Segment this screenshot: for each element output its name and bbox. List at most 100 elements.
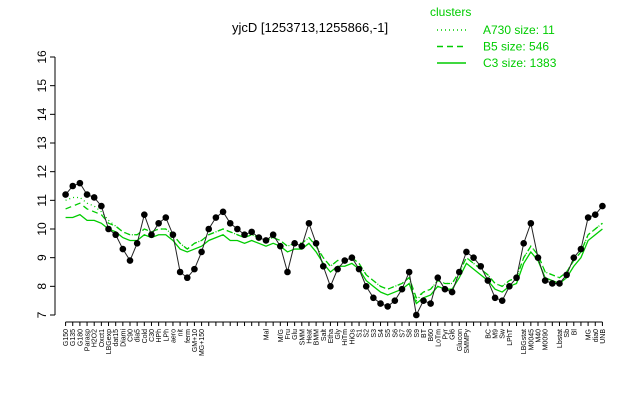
data-point [248, 228, 255, 236]
data-point [148, 231, 155, 239]
x-tick-label: Parasp [85, 329, 92, 351]
data-point [62, 191, 69, 198]
data-point [298, 242, 306, 250]
x-tick-label: C30 [149, 329, 156, 342]
data-point [541, 277, 549, 284]
data-point [570, 254, 578, 261]
data-point [534, 254, 542, 261]
x-tick-label: BC [485, 329, 492, 339]
data-point [212, 214, 220, 221]
y-tick-label: 15 [35, 79, 49, 93]
x-tick-label: S3 [371, 329, 378, 338]
data-point [284, 268, 291, 276]
data-point [98, 202, 105, 210]
legend-label: C3 size: 1383 [483, 56, 557, 70]
data-point [491, 294, 499, 302]
x-tick-label: LBGexp [106, 329, 113, 354]
data-point [577, 245, 585, 253]
x-tick-label: LBGstat [521, 329, 528, 354]
y-tick-label: 14 [35, 107, 49, 121]
data-point [76, 179, 84, 187]
x-tick-label: Glucon [457, 329, 464, 351]
x-tick-label: G135 [70, 329, 77, 346]
chart-title: yjcD [1253713,1255866,-1] [232, 20, 388, 35]
y-tick-label: 7 [35, 311, 49, 318]
data-point [463, 248, 470, 256]
x-tick-label: Etha [328, 329, 335, 344]
data-point [234, 225, 241, 233]
legend-label: B5 size: 546 [483, 40, 549, 54]
x-tick-label: Cold [142, 329, 149, 344]
y-tick-label: 11 [35, 194, 49, 207]
data-point [434, 274, 442, 282]
data-point [241, 231, 248, 239]
x-tick-label: BT [421, 328, 428, 338]
x-tick-label: SMMPy [464, 329, 471, 354]
data-point [291, 240, 298, 247]
x-tick-label: Sw [500, 328, 507, 339]
data-point [169, 231, 177, 239]
data-point [183, 274, 191, 282]
data-point [112, 231, 119, 239]
data-point [176, 268, 184, 276]
x-tick-label: GM+10 [192, 329, 199, 352]
x-tick-label: B60 [428, 329, 435, 342]
x-tick-label: S2 [364, 329, 371, 338]
x-tick-label: nit [178, 329, 185, 336]
data-point [90, 194, 98, 201]
x-tick-label: LPh [163, 329, 170, 342]
data-point [513, 274, 520, 282]
data-point [484, 277, 492, 284]
x-tick-label: HiOs [349, 329, 356, 345]
cluster-line [65, 213, 603, 305]
data-point [341, 257, 349, 264]
y-tick-label: 16 [35, 50, 49, 64]
data-point [556, 280, 563, 287]
x-tick-label: ferm [185, 329, 192, 343]
data-point [420, 297, 427, 304]
data-point [133, 240, 141, 247]
x-tick-label: MG [586, 329, 593, 340]
x-tick-label: SMM [299, 329, 306, 346]
x-tick-label: Pyr [442, 328, 449, 339]
data-point [348, 254, 356, 261]
x-tick-label: G150 [63, 329, 70, 346]
data-point [470, 254, 477, 261]
x-tick-label: M40 [536, 329, 543, 343]
x-tick-label: Heat [306, 329, 313, 344]
x-tick-label: S9 [414, 329, 421, 338]
data-point [269, 231, 277, 239]
x-tick-label: M9 [493, 329, 500, 339]
data-point [498, 297, 506, 304]
data-point [69, 182, 77, 190]
data-point [105, 225, 112, 233]
data-point [162, 214, 170, 221]
x-tick-label: H2O2 [92, 329, 99, 347]
data-point [277, 242, 284, 250]
x-tick-label: Oxct1 [99, 329, 106, 347]
x-tick-label: Bl [571, 329, 578, 336]
x-tick-label: MG+150 [199, 329, 206, 356]
data-point [391, 297, 399, 304]
legend-label: A730 size: 11 [483, 23, 555, 37]
x-tick-label: G180 [77, 329, 84, 346]
y-tick-label: 12 [35, 165, 49, 179]
data-point [584, 214, 592, 221]
x-tick-label: M/G [278, 329, 285, 342]
x-tick-label: Sb [564, 329, 571, 338]
x-tick-label: M0045 [528, 329, 535, 351]
data-point [441, 285, 449, 293]
x-tick-label: UNB [600, 329, 607, 344]
data-point [334, 265, 341, 273]
x-tick-label: dia5 [135, 329, 142, 342]
x-tick-label: dia0 [593, 329, 600, 342]
data-point [198, 248, 205, 256]
x-tick-label: Gly [335, 329, 342, 340]
x-tick-label: M0090 [543, 329, 550, 351]
data-point [327, 283, 334, 290]
data-point [305, 219, 313, 227]
data-point [527, 219, 535, 227]
data-point [155, 219, 162, 227]
